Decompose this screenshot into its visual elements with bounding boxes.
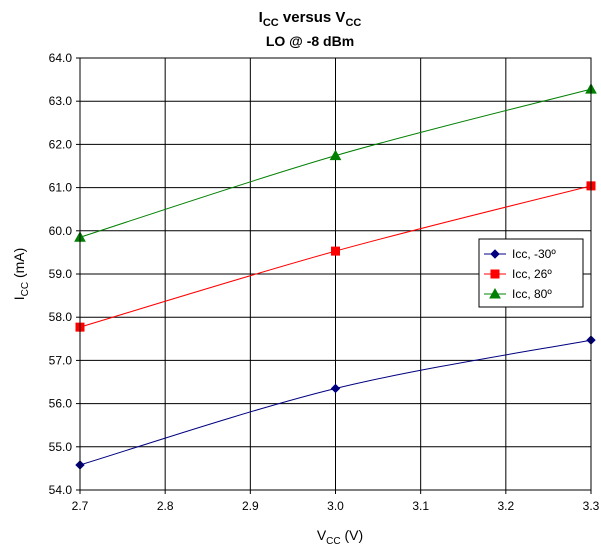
y-tick-label: 62.0 — [49, 137, 73, 151]
x-tick-label: 3.3 — [583, 499, 600, 513]
legend: Icc, -30º Icc, 26º Icc, 80º — [478, 238, 584, 308]
x-tick-label: 2.9 — [242, 499, 259, 513]
y-tick-label: 54.0 — [49, 483, 73, 497]
data-point-diamond — [330, 383, 341, 394]
x-tick-label: 3.0 — [327, 499, 344, 513]
x-axis-title-main: V — [317, 527, 327, 543]
y-tick-label: 64.0 — [49, 51, 73, 65]
y-axis-title: ICC (mA) — [11, 248, 31, 301]
x-tick-label: 3.2 — [497, 499, 514, 513]
legend-marker-diamond — [490, 249, 500, 259]
y-axis-title-subscript: CC — [20, 282, 31, 296]
y-tick-label: 60.0 — [49, 224, 73, 238]
y-tick-labels: 54.0 55.0 56.0 57.0 58.0 59.0 60.0 61.0 62.0 63.0… — [49, 51, 73, 497]
x-axis-title-subscript: CC — [326, 536, 340, 547]
x-tick-label: 2.7 — [72, 499, 89, 513]
chart-title: ICC versus VCC — [259, 9, 362, 29]
legend-marker-square — [490, 269, 500, 279]
title-main-subscript: CC — [263, 17, 279, 29]
y-axis-title-main: I — [11, 296, 27, 300]
x-axis-title-unit: (V) — [341, 527, 364, 543]
y-tick-label: 61.0 — [49, 181, 73, 195]
legend-entries: Icc, -30º Icc, 26º Icc, 80º — [484, 247, 556, 301]
x-tick-label: 2.8 — [157, 499, 174, 513]
legend-label: Icc, -30º — [512, 247, 556, 261]
y-tick-label: 63.0 — [49, 94, 73, 108]
y-tick-label: 55.0 — [49, 440, 73, 454]
y-tick-label: 57.0 — [49, 353, 73, 367]
legend-label: Icc, 80º — [512, 287, 552, 301]
y-tick-label: 59.0 — [49, 267, 73, 281]
legend-marker-triangle — [489, 287, 501, 299]
data-point-square — [331, 246, 340, 256]
title-main: I — [259, 9, 263, 26]
x-tick-label: 3.1 — [412, 499, 429, 513]
data-point-triangle — [329, 149, 342, 161]
y-axis-title-unit: (mA) — [11, 248, 27, 282]
x-tick-labels: 2.7 2.8 2.9 3.0 3.1 3.2 3.3 — [72, 499, 600, 513]
x-axis-title: VCC (V) — [317, 527, 363, 547]
chart-subtitle: LO @ -8 dBm — [266, 33, 354, 49]
y-tick-label: 58.0 — [49, 310, 73, 324]
tick-marks — [76, 57, 592, 494]
gridlines — [80, 58, 591, 490]
legend-label: Icc, 26º — [512, 267, 552, 281]
title-mid-subscript: CC — [345, 17, 361, 29]
y-tick-label: 56.0 — [49, 397, 73, 411]
title-mid: versus V — [279, 9, 346, 26]
